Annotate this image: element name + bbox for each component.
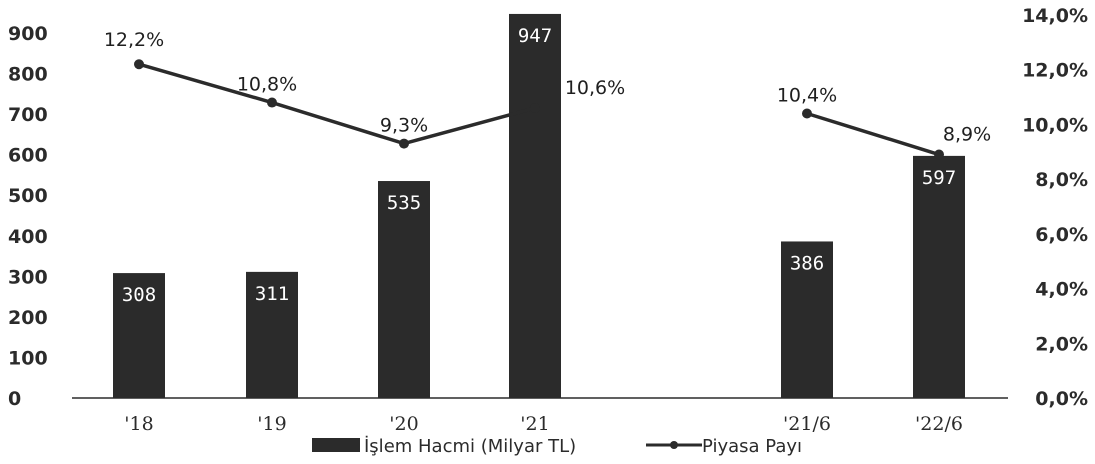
right-tick-label: 6,0% (1035, 224, 1088, 246)
category-label: '21 (520, 413, 549, 435)
bar (378, 181, 430, 398)
category-label: '20 (389, 413, 418, 435)
line-point (399, 138, 409, 149)
line-point (934, 149, 944, 160)
left-tick-label: 300 (8, 266, 48, 288)
legend-bar-label: İşlem Hacmi (Milyar TL) (364, 436, 576, 457)
bar-value-label: 597 (922, 167, 956, 189)
bar (113, 273, 165, 398)
line-point (267, 97, 277, 108)
right-y-axis: 0,0% 2,0% 4,0% 6,0% 8,0% 10,0% 12,0% 14,0% (1022, 5, 1088, 410)
series-line (138, 62, 536, 146)
line-value-label: 8,9% (943, 124, 991, 146)
line-point (530, 103, 540, 114)
left-tick-label: 800 (8, 64, 48, 86)
x-axis-categories: '18 '19 '20 '21 '21/6 '22/6 (124, 413, 963, 435)
line-value-label: 12,2% (104, 29, 164, 51)
bar (246, 271, 298, 398)
right-tick-label: 2,0% (1035, 333, 1088, 355)
category-label: '22/6 (915, 413, 963, 435)
line-series: 12,2% 10,8% 9,3% 10,6% 10,4% 8,9% (104, 29, 991, 160)
line-point (134, 59, 144, 70)
right-tick-label: 8,0% (1035, 169, 1088, 191)
right-tick-label: 10,0% (1022, 114, 1088, 136)
line-point (802, 108, 812, 119)
bar-value-label: 308 (122, 284, 156, 306)
legend-line-label: Piyasa Payı (702, 436, 802, 457)
right-tick-label: 0,0% (1035, 388, 1088, 410)
right-tick-label: 12,0% (1022, 60, 1088, 82)
bar-value-label: 947 (518, 25, 552, 47)
legend-line-marker (670, 441, 678, 449)
series-line (806, 111, 940, 157)
line-value-label: 10,4% (777, 84, 837, 106)
bar-value-label: 311 (255, 283, 289, 305)
bar (781, 241, 833, 398)
right-tick-label: 4,0% (1035, 279, 1088, 301)
bar-value-label: 386 (790, 252, 824, 274)
left-tick-label: 0 (8, 388, 21, 410)
category-label: '19 (257, 413, 286, 435)
left-tick-label: 900 (8, 23, 48, 45)
left-tick-label: 400 (8, 226, 48, 248)
line-value-label: 9,3% (380, 115, 428, 137)
left-y-axis: 0 100 200 300 400 500 600 700 800 900 (8, 23, 48, 410)
bar-value-label: 535 (387, 192, 421, 214)
left-tick-label: 700 (8, 104, 48, 126)
line-value-label: 10,6% (565, 77, 625, 99)
bar (509, 13, 561, 398)
left-tick-label: 600 (8, 145, 48, 167)
legend: İşlem Hacmi (Milyar TL) Piyasa Payı (312, 436, 802, 457)
bar-series: 308 311 535 947 386 597 (113, 13, 965, 398)
left-tick-label: 500 (8, 185, 48, 207)
left-tick-label: 200 (8, 307, 48, 329)
legend-bar-swatch (312, 438, 360, 452)
bar (913, 155, 965, 398)
category-label: '18 (124, 413, 153, 435)
line-value-label: 10,8% (237, 74, 297, 96)
category-label: '21/6 (783, 413, 831, 435)
right-tick-label: 14,0% (1022, 5, 1088, 27)
left-tick-label: 100 (8, 347, 48, 369)
